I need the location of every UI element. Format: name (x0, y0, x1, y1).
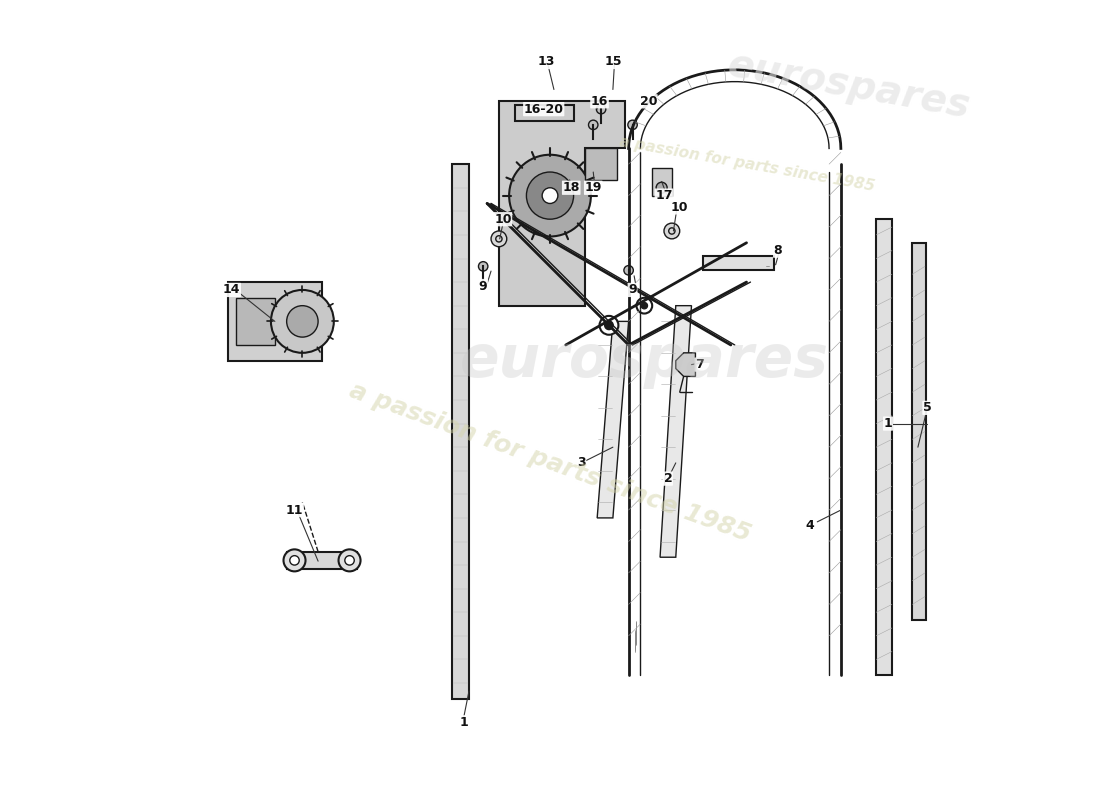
Circle shape (637, 298, 652, 314)
Bar (652, 168, 672, 196)
Text: 2: 2 (663, 472, 672, 485)
Text: 14: 14 (223, 283, 241, 297)
Text: 5: 5 (923, 402, 932, 414)
Circle shape (509, 154, 591, 237)
Circle shape (588, 120, 598, 130)
Circle shape (542, 188, 558, 203)
Bar (287, 552, 358, 569)
Bar (703, 256, 774, 270)
Bar (585, 149, 617, 180)
Circle shape (491, 231, 507, 246)
Text: 7: 7 (695, 358, 704, 371)
Text: a passion for parts since 1985: a passion for parts since 1985 (617, 134, 876, 194)
Circle shape (641, 302, 648, 309)
Circle shape (287, 306, 318, 337)
Text: 10: 10 (671, 201, 689, 214)
Circle shape (664, 223, 680, 239)
Polygon shape (597, 322, 628, 518)
Text: 11: 11 (286, 503, 304, 517)
Bar (452, 164, 469, 698)
Bar (877, 219, 892, 675)
Text: a passion for parts since 1985: a passion for parts since 1985 (345, 379, 755, 547)
Polygon shape (660, 306, 692, 558)
Text: 18: 18 (562, 182, 580, 194)
Text: 20: 20 (639, 94, 657, 108)
Text: 10: 10 (494, 213, 512, 226)
Circle shape (527, 172, 573, 219)
Circle shape (624, 266, 634, 275)
Bar (912, 242, 926, 620)
Circle shape (478, 262, 488, 271)
Text: eurospares: eurospares (460, 332, 828, 389)
Circle shape (628, 120, 637, 130)
Text: eurospares: eurospares (725, 46, 974, 126)
Text: 4: 4 (805, 519, 814, 532)
Circle shape (284, 550, 306, 571)
Text: 1: 1 (883, 417, 892, 430)
Circle shape (289, 556, 299, 565)
Text: 9: 9 (478, 279, 487, 293)
Bar (228, 282, 322, 361)
Text: 9: 9 (628, 283, 637, 297)
Circle shape (339, 550, 361, 571)
Circle shape (596, 105, 606, 114)
Bar (235, 298, 275, 345)
Text: 15: 15 (604, 55, 622, 69)
Text: 1: 1 (459, 716, 468, 729)
Bar (515, 106, 573, 121)
Text: 3: 3 (578, 456, 586, 470)
Circle shape (271, 290, 333, 353)
Circle shape (600, 316, 618, 334)
Polygon shape (499, 102, 625, 306)
Polygon shape (675, 353, 695, 377)
Text: 8: 8 (773, 244, 782, 257)
Circle shape (656, 182, 667, 194)
Text: 19: 19 (584, 182, 602, 194)
Text: 13: 13 (538, 55, 554, 69)
Circle shape (605, 322, 613, 330)
Text: 16: 16 (591, 94, 608, 108)
Text: 17: 17 (656, 189, 673, 202)
Text: 16-20: 16-20 (524, 102, 563, 116)
Circle shape (344, 556, 354, 565)
